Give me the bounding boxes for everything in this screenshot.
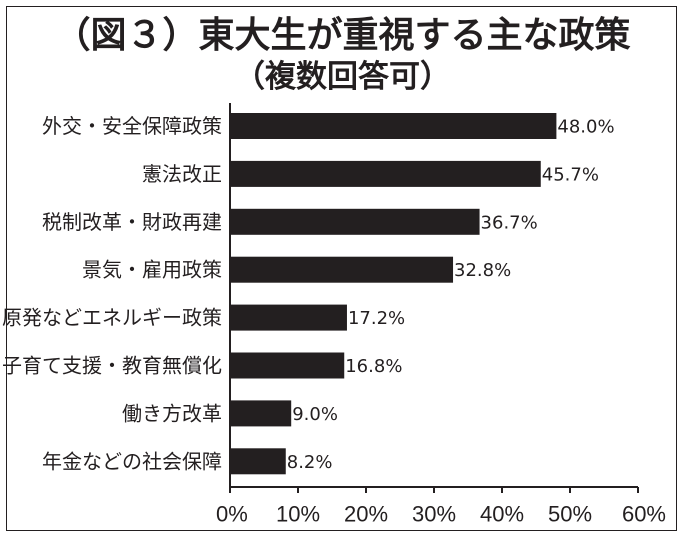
value-label-3: 36.7% [481, 212, 538, 233]
category-label-8: 年金などの社会保障 [42, 449, 222, 473]
chart-title: （図３）東大生が重視する主な政策 [54, 15, 631, 56]
value-label-6: 16.8% [345, 356, 402, 377]
x-tick-label-1: 10% [276, 502, 320, 527]
x-tick-label-3: 30% [412, 502, 456, 527]
category-label-2: 憲法改正 [142, 162, 222, 186]
x-tick-label-4: 40% [480, 502, 524, 527]
x-tick-label-6: 60% [622, 502, 666, 527]
category-label-6: 子育て支援・教育無償化 [2, 354, 222, 378]
category-label-1: 外交・安全保障政策 [42, 114, 222, 138]
category-label-4: 景気・雇用政策 [82, 258, 222, 282]
bar-1 [230, 113, 557, 139]
value-label-1: 48.0% [557, 117, 614, 138]
value-label-2: 45.7% [542, 164, 599, 185]
x-tick-label-0: 0% [216, 502, 248, 527]
bar-8 [230, 448, 286, 475]
bar-6 [230, 352, 345, 379]
bar-5 [230, 304, 347, 331]
value-label-7: 9.0% [292, 404, 338, 425]
bar-3 [230, 208, 480, 235]
bar-2 [230, 160, 541, 187]
bar-7 [230, 400, 292, 427]
category-label-3: 税制改革・財政再建 [42, 210, 222, 234]
value-label-4: 32.8% [454, 260, 511, 281]
category-label-5: 原発などエネルギー政策 [2, 306, 222, 330]
x-tick-label-2: 20% [344, 502, 388, 527]
bar-4 [230, 256, 454, 283]
chart-subtitle: （複数回答可） [234, 59, 451, 95]
value-label-8: 8.2% [287, 452, 333, 473]
value-label-5: 17.2% [348, 308, 405, 329]
x-tick-label-5: 50% [548, 502, 592, 527]
category-label-7: 働き方改革 [122, 401, 222, 425]
